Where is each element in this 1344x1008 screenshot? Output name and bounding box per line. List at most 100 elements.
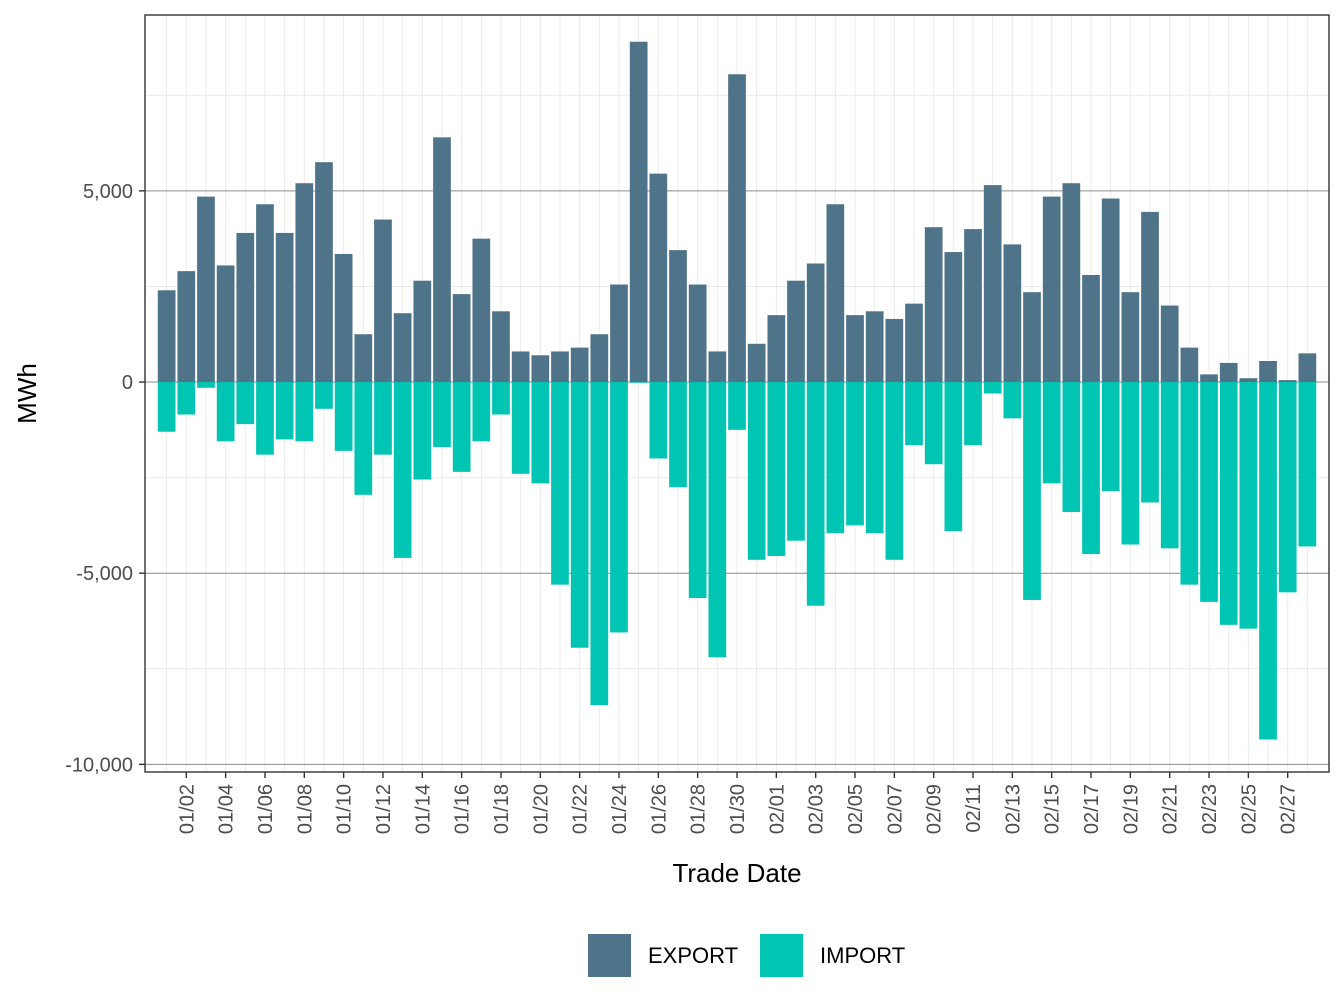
legend-label-export: EXPORT <box>648 943 738 968</box>
bar-export <box>1003 244 1022 383</box>
x-tick-label: 01/14 <box>412 784 434 834</box>
y-axis: -10,000 -5,000 0 5,000 <box>65 181 145 776</box>
bar-import <box>590 382 609 706</box>
x-tick-label: 01/26 <box>648 784 670 834</box>
bar-import <box>1121 382 1140 545</box>
bar-export <box>275 232 294 383</box>
bar-import <box>511 382 530 474</box>
bar-import <box>1219 382 1238 625</box>
bar-export <box>1141 211 1159 383</box>
x-tick-label: 01/16 <box>452 784 474 834</box>
bar-export <box>905 303 923 383</box>
y-tick-label: -10,000 <box>65 754 133 776</box>
bar-export <box>1239 378 1258 383</box>
bar-export <box>1062 183 1081 383</box>
bar-import <box>295 382 314 442</box>
bar-import <box>1082 382 1100 555</box>
legend-label-import: IMPORT <box>820 943 905 968</box>
bar-import <box>1101 382 1120 491</box>
bar-import <box>531 382 550 484</box>
bar-import <box>216 382 235 442</box>
y-tick-label: 0 <box>122 372 133 394</box>
bar-export <box>1042 196 1061 383</box>
bar-export <box>1200 374 1218 383</box>
x-tick-label: 01/06 <box>255 784 277 834</box>
bar-import <box>374 382 392 455</box>
bar-import <box>649 382 668 459</box>
bar-import <box>708 382 727 658</box>
bar-export <box>413 280 432 383</box>
bar-export <box>256 204 274 383</box>
x-tick-label: 02/23 <box>1199 784 1221 834</box>
bar-import <box>688 382 707 599</box>
bar-export <box>964 229 982 383</box>
bar-import <box>354 382 373 495</box>
bar-import <box>551 382 569 585</box>
bar-import <box>452 382 471 472</box>
bar-export <box>452 294 471 383</box>
x-tick-label: 01/12 <box>373 784 395 834</box>
bar-export <box>649 173 668 383</box>
bar-import <box>197 382 215 388</box>
x-tick-label: 02/17 <box>1081 784 1103 834</box>
bar-export <box>354 334 373 383</box>
bar-import <box>275 382 294 440</box>
bar-import <box>826 382 845 534</box>
x-tick-label: 02/11 <box>963 784 985 833</box>
bar-export <box>216 265 235 383</box>
bar-import <box>865 382 884 534</box>
bar-import <box>1141 382 1159 503</box>
bar-export <box>826 204 845 383</box>
x-tick-label: 02/01 <box>766 784 788 834</box>
bar-export <box>747 343 766 383</box>
bar-export <box>236 232 255 383</box>
bar-export <box>295 183 314 383</box>
bar-import <box>806 382 825 606</box>
bar-import <box>1062 382 1081 513</box>
x-tick-label: 02/05 <box>845 784 867 834</box>
bar-import <box>669 382 687 488</box>
x-tick-label: 01/20 <box>530 784 552 834</box>
x-tick-label: 01/22 <box>570 784 592 834</box>
bar-import <box>1003 382 1022 419</box>
x-tick-label: 01/08 <box>294 784 316 834</box>
x-tick-label: 01/24 <box>609 784 631 834</box>
bar-import <box>1200 382 1218 602</box>
bar-export <box>374 219 392 383</box>
x-tick-label: 02/25 <box>1238 784 1260 834</box>
y-axis-title: MWh <box>12 363 42 424</box>
bar-import <box>492 382 510 415</box>
bar-export <box>767 315 786 383</box>
bar-export <box>846 315 864 383</box>
bar-import <box>334 382 353 451</box>
bar-export <box>1023 292 1041 383</box>
bar-export <box>708 351 727 383</box>
bar-export <box>1101 198 1120 383</box>
bar-import <box>315 382 333 409</box>
bar-import <box>1298 382 1317 547</box>
y-tick-label: -5,000 <box>76 563 133 585</box>
x-tick-label: 01/04 <box>216 784 238 834</box>
bar-export <box>806 263 825 383</box>
bar-import <box>177 382 196 415</box>
bar-export <box>1219 362 1238 383</box>
bar-export <box>1160 305 1179 383</box>
x-axis: 01/02 01/04 01/06 01/08 01/10 01/12 01/14 01/16… <box>176 772 1300 834</box>
x-tick-label: 02/21 <box>1160 784 1182 834</box>
bar-export <box>492 311 510 383</box>
bar-export <box>787 280 805 383</box>
bar-export <box>865 311 884 383</box>
bar-export <box>669 250 687 383</box>
bar-export <box>1259 361 1277 383</box>
bar-import <box>846 382 864 526</box>
x-tick-label: 01/30 <box>727 784 749 834</box>
bar-import <box>236 382 255 425</box>
bar-export <box>728 74 746 383</box>
bar-export <box>1298 353 1317 383</box>
bar-export <box>944 252 963 383</box>
bar-export <box>1121 292 1140 383</box>
bar-export <box>688 284 707 383</box>
bar-export <box>590 334 609 383</box>
bar-import <box>924 382 943 465</box>
